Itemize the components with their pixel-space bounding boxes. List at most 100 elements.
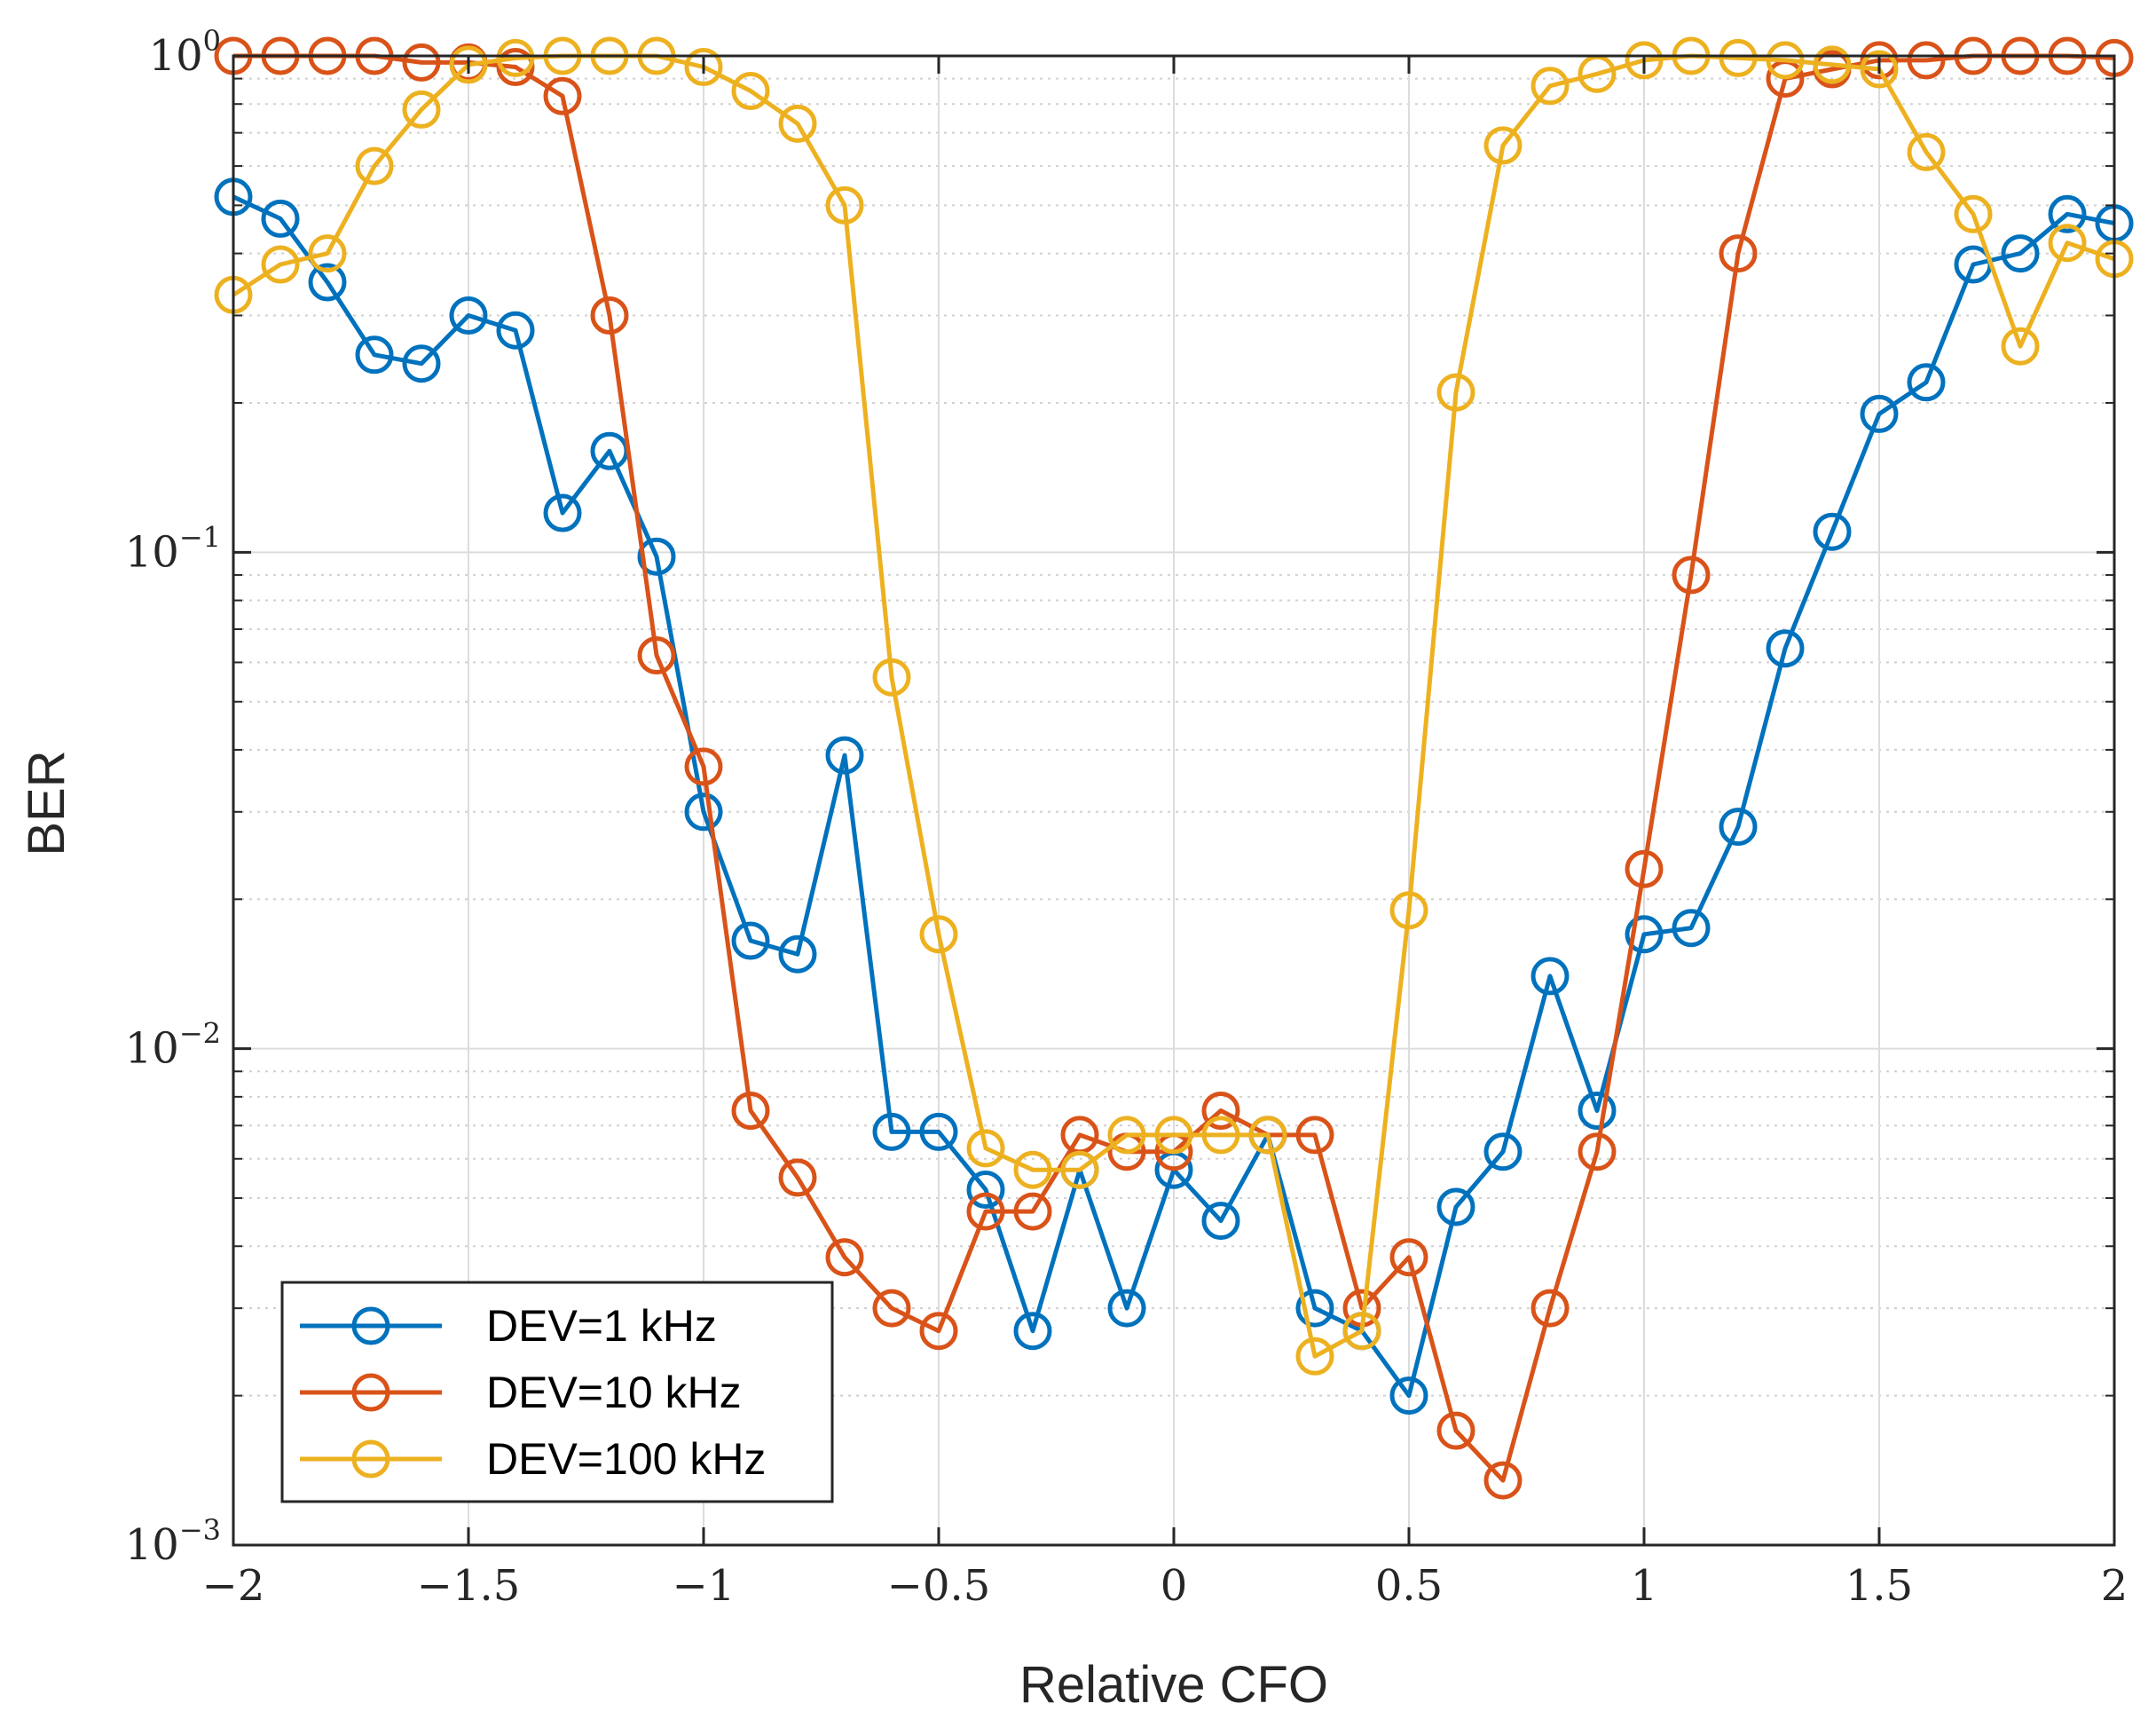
x-tick-label: 1 — [1631, 1561, 1658, 1611]
data-point — [402, 344, 441, 383]
data-point — [355, 146, 394, 185]
data-point — [1719, 234, 1758, 273]
data-point — [1907, 41, 1946, 80]
tick-marks — [232, 54, 2116, 1547]
data-point — [966, 1192, 1005, 1231]
data-point — [919, 1112, 958, 1151]
data-point — [1625, 41, 1664, 80]
legend-label-dev-1khz: DEV=1 kHz — [486, 1301, 717, 1351]
data-point — [1295, 1289, 1334, 1328]
data-point — [825, 736, 864, 775]
data-point — [1907, 132, 1946, 171]
data-point — [1389, 891, 1428, 930]
data-point — [778, 104, 817, 143]
data-point — [825, 185, 864, 225]
y-tick-label: 10−2 — [125, 1017, 221, 1074]
data-point — [1766, 629, 1805, 668]
data-point — [872, 658, 911, 697]
legend-marker-dev-10khz — [351, 1373, 390, 1412]
data-point — [1625, 849, 1664, 888]
data-point — [449, 296, 488, 335]
data-point — [1436, 1411, 1475, 1450]
data-point — [919, 1312, 958, 1351]
legend-label-dev-10khz: DEV=10 kHz — [486, 1368, 742, 1417]
data-point — [1107, 1289, 1146, 1328]
data-point — [261, 245, 300, 284]
legend-marker-dev-100khz — [351, 1439, 390, 1479]
data-point — [590, 296, 629, 335]
data-point — [543, 76, 582, 115]
data-point — [355, 335, 394, 375]
data-point — [1201, 1116, 1240, 1155]
data-point — [1813, 512, 1852, 551]
data-point — [778, 1158, 817, 1197]
data-point — [1342, 1312, 1381, 1351]
data-point — [1719, 38, 1758, 77]
data-point — [1483, 1461, 1523, 1500]
data-point — [1719, 808, 1758, 847]
data-point — [1248, 1116, 1287, 1155]
data-point — [731, 921, 770, 960]
data-point — [1578, 1092, 1617, 1130]
x-tick-label: 0.5 — [1375, 1561, 1443, 1611]
data-point — [449, 45, 488, 84]
data-point — [1436, 1187, 1475, 1226]
data-point — [1625, 915, 1664, 954]
data-point — [1201, 1092, 1240, 1130]
data-point — [731, 72, 770, 110]
data-point — [1907, 363, 1946, 402]
data-point — [1013, 1312, 1052, 1351]
y-tick-labels: 100 10−1 10−2 10−3 — [125, 24, 221, 1570]
x-tick-labels: −2 −1.5 −1 −0.5 0 0.5 1 1.5 2 — [202, 1561, 2128, 1611]
data-point — [872, 1112, 911, 1151]
legend-marker-dev-1khz — [351, 1306, 390, 1345]
x-tick-label: 2 — [2101, 1561, 2128, 1611]
data-point — [2001, 234, 2040, 273]
legend: DEV=1 kHz DEV=10 kHz DEV=100 kHz — [280, 1281, 834, 1503]
legend-label-dev-100khz: DEV=100 kHz — [486, 1434, 766, 1484]
data-point — [1483, 1132, 1523, 1171]
data-point — [1530, 1289, 1570, 1328]
x-tick-label: 1.5 — [1845, 1561, 1913, 1611]
data-point — [966, 1129, 1005, 1168]
y-tick-label: 10−3 — [125, 1513, 221, 1570]
data-point — [637, 537, 676, 576]
data-point — [684, 793, 723, 832]
data-point — [1201, 1202, 1240, 1241]
data-point — [1154, 1116, 1193, 1155]
data-point — [684, 747, 723, 786]
data-point — [1672, 909, 1711, 948]
y-tick-label: 10−1 — [125, 520, 221, 577]
data-point — [496, 311, 535, 350]
grid — [232, 55, 2115, 1546]
data-point — [1483, 126, 1523, 165]
data-point — [496, 38, 535, 77]
data-point — [1860, 41, 1899, 80]
data-point — [2048, 194, 2087, 233]
data-point — [402, 90, 441, 129]
data-point — [778, 934, 817, 974]
data-point — [637, 636, 676, 674]
data-point — [543, 493, 582, 532]
y-tick-label: 100 — [149, 24, 221, 81]
data-point — [496, 48, 535, 86]
data-point — [261, 199, 300, 238]
data-point — [402, 43, 441, 82]
data-point — [1766, 41, 1805, 80]
data-point — [1013, 1192, 1052, 1231]
data-point — [2001, 327, 2040, 366]
x-tick-label: −2 — [202, 1561, 265, 1611]
data-point — [308, 234, 347, 273]
data-point — [1107, 1116, 1146, 1155]
data-point — [1578, 1132, 1617, 1171]
data-point — [1813, 45, 1852, 84]
data-point — [1860, 394, 1899, 433]
data-point — [1013, 1150, 1052, 1189]
x-axis-label: Relative CFO — [1019, 1656, 1328, 1714]
data-point — [731, 1092, 770, 1130]
data-point — [1389, 1376, 1428, 1416]
data-point — [308, 263, 347, 302]
data-point — [1389, 1238, 1428, 1277]
data-point — [825, 1238, 864, 1277]
